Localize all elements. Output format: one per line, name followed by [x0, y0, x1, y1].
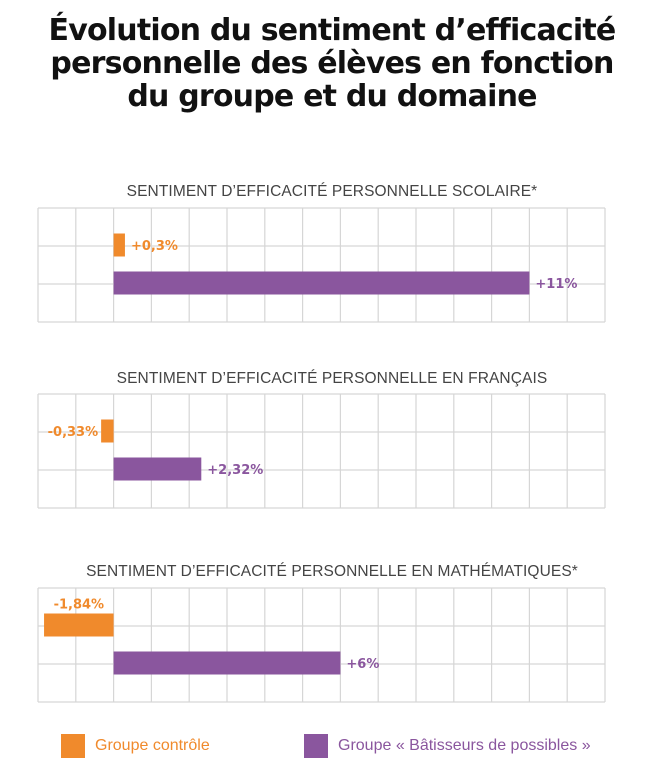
bar-control: [44, 613, 114, 637]
bar-batisseurs: [113, 271, 530, 295]
data-label-control: -1,84%: [54, 598, 105, 613]
chart-title: Évolution du sentiment d’efficacité pers…: [0, 14, 664, 113]
data-label-batisseurs: +2,32%: [207, 463, 263, 478]
legend-swatch-control: [61, 734, 85, 758]
bar-control: [113, 233, 125, 257]
legend-item-control: Groupe contrôle: [61, 734, 210, 758]
data-label-batisseurs: +11%: [535, 277, 577, 292]
title-line-2: personnelle des élèves en fonction: [50, 46, 614, 81]
title-line-3: du groupe et du domaine: [127, 79, 537, 114]
panel-title-scolaire: SENTIMENT D’EFFICACITÉ PERSONNELLE SCOLA…: [126, 183, 538, 200]
bar-batisseurs: [113, 457, 202, 481]
legend-swatch-batisseurs: [304, 734, 328, 758]
data-label-batisseurs: +6%: [346, 657, 379, 672]
title-line-1: Évolution du sentiment d’efficacité: [48, 13, 617, 48]
bar-batisseurs: [113, 651, 341, 675]
data-label-control: -0,33%: [48, 425, 99, 440]
bar-control: [101, 419, 114, 443]
legend-item-batisseurs: Groupe « Bâtisseurs de possibles »: [304, 734, 591, 758]
legend-label-control: Groupe contrôle: [95, 737, 210, 754]
panel-title-mathematiques: SENTIMENT D’EFFICACITÉ PERSONNELLE EN MA…: [86, 563, 578, 580]
panel-title-francais: SENTIMENT D’EFFICACITÉ PERSONNELLE EN FR…: [116, 370, 548, 387]
legend-label-batisseurs: Groupe « Bâtisseurs de possibles »: [338, 737, 591, 754]
data-label-control: +0,3%: [131, 239, 178, 254]
